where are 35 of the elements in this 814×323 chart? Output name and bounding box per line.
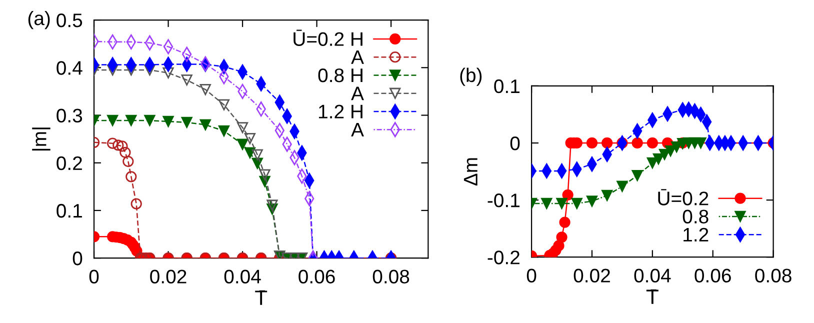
y-tick-label: 0.5 — [56, 13, 82, 28]
y-tick-label: 0.2 — [56, 156, 82, 170]
x-axis-title: T̄ — [255, 290, 268, 305]
x-tick-label: 0.04 — [634, 268, 671, 282]
y-tick-label: 0.4 — [56, 61, 82, 75]
x-tick-label: 0 — [526, 268, 536, 282]
y-tick-label: 0 — [72, 252, 82, 266]
x-tick-label: 0.06 — [298, 270, 335, 284]
y-axis-title: |m| — [32, 128, 50, 150]
y-tick-label: 0.1 — [494, 79, 520, 94]
legend-label: 0.8 — [682, 210, 708, 224]
legend-label: A — [351, 86, 364, 100]
x-tick-label: 0.08 — [755, 268, 792, 282]
x-tick-label: 0.06 — [694, 268, 731, 282]
y-tick-label: 0 — [510, 136, 520, 150]
x-tick-label: 0.04 — [224, 270, 261, 284]
y-tick-label: -0.1 — [488, 194, 520, 208]
chart-title: (a) — [28, 10, 50, 30]
x-tick-label: 0 — [89, 270, 99, 284]
legend-label: 1.2 H — [319, 104, 362, 118]
y-tick-label: -0.2 — [488, 250, 520, 264]
legend-label: A — [351, 123, 364, 136]
legend-label: 1.2 — [684, 228, 708, 242]
legend-label: Ū=0.2 H — [294, 30, 362, 46]
x-tick-label: 0.02 — [150, 270, 186, 284]
x-axis-title: T̄ — [646, 289, 658, 304]
x-tick-label: 0.08 — [372, 270, 410, 284]
y-axis-title: Δm — [464, 158, 478, 186]
chart-title: (b) — [460, 68, 482, 86]
x-tick-label: 0.02 — [574, 268, 610, 282]
legend-label: 0.8 H — [318, 68, 362, 82]
legend-label: A — [351, 50, 364, 64]
y-tick-label: 0.1 — [56, 204, 82, 218]
y-tick-label: 0.3 — [56, 108, 82, 122]
legend-label: Ū=0.2 — [658, 189, 708, 206]
